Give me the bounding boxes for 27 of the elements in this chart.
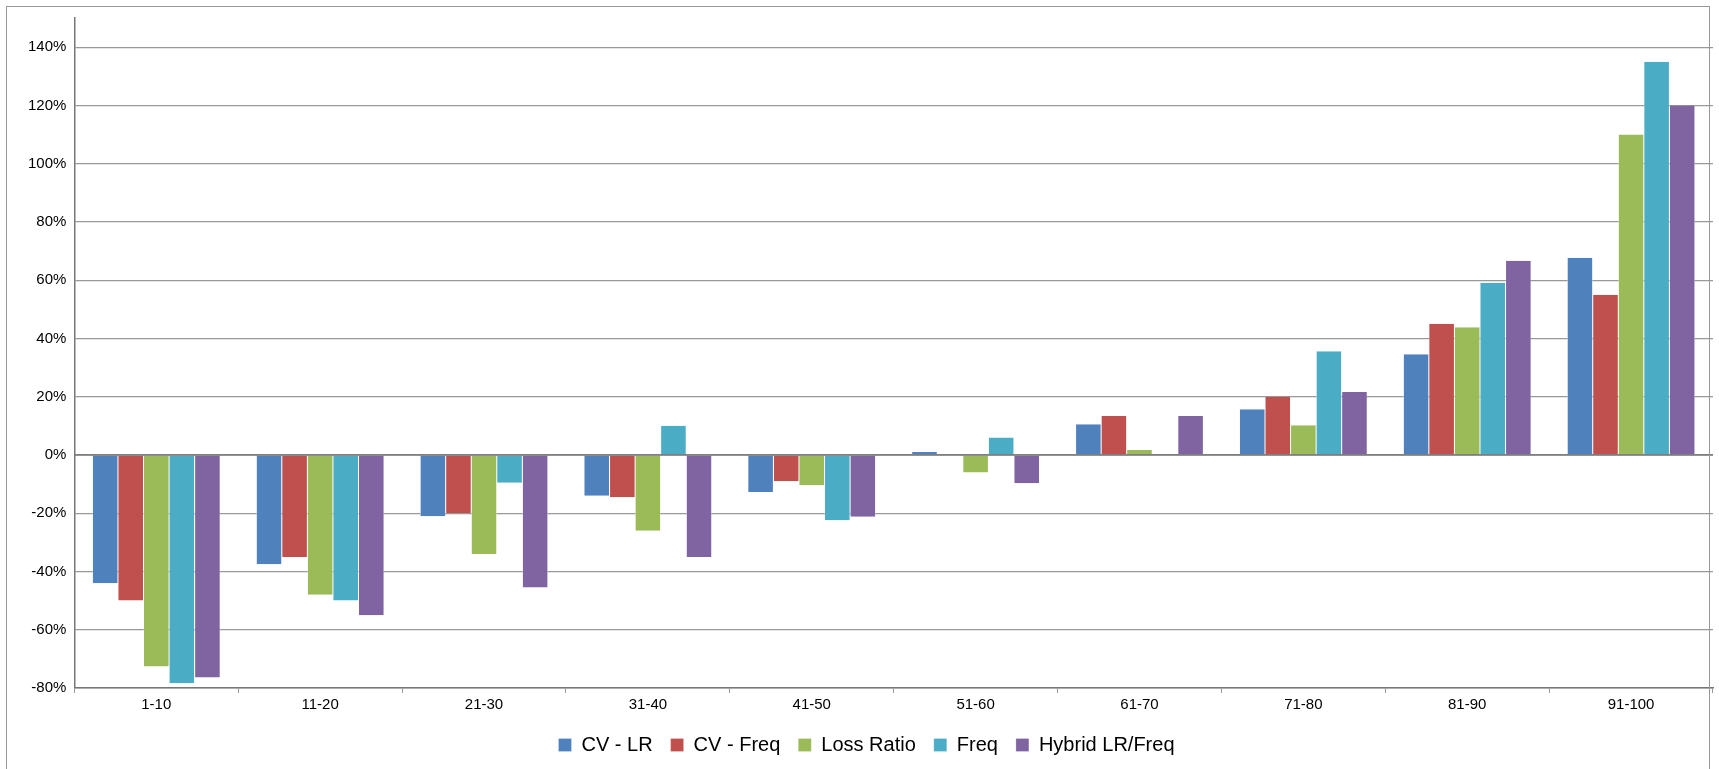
- y-tick-label: 120%: [27, 95, 67, 113]
- y-tick-label: -40%: [31, 561, 67, 579]
- y-tick-label: 40%: [36, 328, 67, 346]
- y-tick-label: -20%: [31, 503, 67, 521]
- y-tick-label: -60%: [31, 619, 67, 637]
- x-tick-label: 21-30: [464, 695, 504, 713]
- x-tick-label: 11-20: [301, 695, 339, 713]
- x-tick-label: 81-90: [1448, 695, 1487, 713]
- x-tick-label: 51-60: [956, 695, 995, 713]
- x-tick-label: 91-100: [1607, 695, 1655, 713]
- x-tick-label: 31-40: [628, 695, 668, 713]
- y-tick-label: 100%: [27, 153, 67, 171]
- y-tick-label: 80%: [36, 212, 67, 230]
- y-tick-label: 20%: [36, 386, 67, 404]
- x-tick-label: 41-50: [792, 695, 831, 713]
- x-tick-label: 71-80: [1284, 695, 1323, 713]
- legend-label: Freq: [956, 732, 998, 755]
- legend-label: CV - LR: [581, 732, 653, 755]
- y-tick-label: 60%: [36, 270, 67, 288]
- legend-label: Hybrid LR/Freq: [1038, 732, 1175, 755]
- y-tick-label: 140%: [27, 37, 67, 55]
- legend-label: CV - Freq: [693, 732, 781, 755]
- legend-label: Loss Ratio: [821, 732, 916, 755]
- x-tick-label: 61-70: [1120, 695, 1159, 713]
- y-tick-label: -80%: [31, 678, 67, 696]
- x-tick-label: 1-10: [141, 695, 172, 713]
- y-tick-label: 0%: [44, 445, 67, 463]
